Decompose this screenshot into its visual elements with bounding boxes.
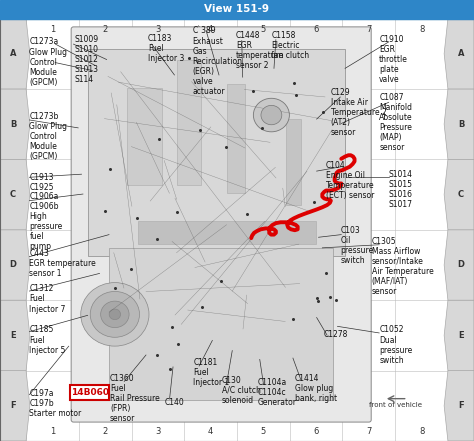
Bar: [109, 248, 333, 400]
Text: C1312
Fuel
Injector 7: C1312 Fuel Injector 7: [29, 284, 66, 314]
Circle shape: [109, 309, 120, 320]
Text: 2: 2: [102, 25, 108, 34]
Bar: [227, 84, 245, 193]
Text: C1910
EGR
throttle
plate
valve: C1910 EGR throttle plate valve: [379, 35, 408, 85]
Polygon shape: [444, 89, 474, 159]
Text: C: C: [10, 190, 16, 199]
Bar: [177, 60, 201, 185]
Text: 1: 1: [50, 427, 55, 436]
Text: A: A: [10, 49, 16, 58]
Text: 2: 2: [102, 427, 108, 436]
Text: C`389
Exhaust
Gas
Recirculation
(EGR)
valve
actuator: C`389 Exhaust Gas Recirculation (EGR) va…: [192, 26, 242, 96]
Polygon shape: [444, 300, 474, 370]
Text: C1414
Glow plug
bank, right: C1414 Glow plug bank, right: [295, 374, 337, 403]
Bar: [138, 220, 316, 244]
Bar: [26, 19, 448, 441]
Text: 6: 6: [313, 25, 319, 34]
Text: 7: 7: [366, 427, 372, 436]
Text: C197a
C197b
Starter motor: C197a C197b Starter motor: [29, 389, 82, 418]
Polygon shape: [444, 159, 474, 230]
Text: F: F: [10, 401, 16, 410]
Text: 4: 4: [208, 25, 213, 34]
Text: C1273a
Glow Plug
Control
Module
(GPCM): C1273a Glow Plug Control Module (GPCM): [29, 37, 67, 87]
Text: B: B: [458, 120, 464, 129]
Text: D: D: [9, 261, 17, 269]
Text: 7: 7: [366, 25, 372, 34]
Text: D: D: [457, 261, 465, 269]
Polygon shape: [0, 370, 30, 441]
Text: S1014
S1015
S1016
S1017: S1014 S1015 S1016 S1017: [389, 170, 413, 209]
Text: C1273b
Glow Plug
Control
Module
(GPCM): C1273b Glow Plug Control Module (GPCM): [29, 112, 67, 161]
Text: C1052
Dual
pressure
switch: C1052 Dual pressure switch: [379, 325, 412, 365]
Polygon shape: [0, 89, 30, 159]
Bar: [88, 49, 345, 256]
Text: A: A: [458, 49, 464, 58]
Bar: [0, 0, 474, 19]
Bar: [127, 88, 162, 185]
Polygon shape: [0, 159, 30, 230]
Polygon shape: [0, 230, 30, 300]
Text: 8: 8: [419, 25, 424, 34]
Text: C1087
Manifold
Absolute
Pressure
(MAP)
sensor: C1087 Manifold Absolute Pressure (MAP) s…: [379, 93, 413, 152]
Text: C1360
Fuel
Rail Pressure
(FPR)
sensor: C1360 Fuel Rail Pressure (FPR) sensor: [110, 374, 160, 423]
Text: C1278: C1278: [323, 330, 347, 339]
Text: C1104a
C1104c
Generator: C1104a C1104c Generator: [258, 378, 297, 407]
Circle shape: [100, 301, 129, 328]
Text: C1305
Mass Airflow
sensor/Intake
Air Temperature
(MAF/IAT)
sensor: C1305 Mass Airflow sensor/Intake Air Tem…: [372, 237, 433, 296]
FancyBboxPatch shape: [71, 27, 371, 422]
Polygon shape: [444, 19, 474, 89]
Text: C1183
Fuel
Injector 3: C1183 Fuel Injector 3: [148, 34, 184, 63]
Text: C1185
Fuel
Injector 5: C1185 Fuel Injector 5: [29, 325, 66, 355]
Text: 6: 6: [313, 427, 319, 436]
Text: 5: 5: [261, 25, 266, 34]
Text: 3: 3: [155, 427, 161, 436]
Text: 1: 1: [50, 25, 55, 34]
Text: B: B: [10, 120, 16, 129]
Text: 8: 8: [419, 427, 424, 436]
Text: 14B060: 14B060: [71, 388, 109, 397]
Text: C1906a
C1906b
High
pressure
fuel
pump: C1906a C1906b High pressure fuel pump: [29, 192, 63, 251]
Circle shape: [90, 292, 139, 337]
Text: C443
EGR temperature
sensor 1: C443 EGR temperature sensor 1: [29, 249, 96, 278]
Polygon shape: [0, 19, 30, 89]
Text: C129
Intake Air
Temperature 2
(AT2)
sensor: C129 Intake Air Temperature 2 (AT2) sens…: [331, 88, 387, 138]
Text: E: E: [10, 331, 16, 340]
Circle shape: [81, 283, 149, 346]
Circle shape: [254, 98, 290, 132]
Text: 3: 3: [155, 25, 161, 34]
Text: C1448
EGR
temperature
sensor 2: C1448 EGR temperature sensor 2: [236, 31, 284, 70]
Text: 4: 4: [208, 427, 213, 436]
Text: C130
A/C clutch
solenoid: C130 A/C clutch solenoid: [222, 376, 261, 405]
Text: S1009
S1010
S1012
S1013
S114: S1009 S1010 S1012 S1013 S114: [75, 35, 99, 85]
Text: C1913
C1925: C1913 C1925: [29, 173, 54, 192]
Polygon shape: [0, 300, 30, 370]
Text: View 151-9: View 151-9: [204, 4, 270, 14]
Text: C1181
Fuel
Injector 1: C1181 Fuel Injector 1: [193, 358, 229, 387]
Text: C140: C140: [165, 398, 185, 407]
Polygon shape: [444, 230, 474, 300]
Text: front of vehicle: front of vehicle: [369, 402, 422, 408]
Text: C104
Engine Oil
Temperature
(ECT) sensor: C104 Engine Oil Temperature (ECT) sensor: [326, 161, 375, 200]
Circle shape: [261, 105, 282, 125]
Text: C1158
Electric
fan clutch: C1158 Electric fan clutch: [271, 31, 309, 60]
Text: 5: 5: [261, 427, 266, 436]
Text: C: C: [458, 190, 464, 199]
Bar: [70, 385, 109, 400]
Text: E: E: [458, 331, 464, 340]
Text: F: F: [458, 401, 464, 410]
Polygon shape: [444, 370, 474, 441]
Bar: [286, 119, 301, 205]
Text: C103
Oil
pressure
switch: C103 Oil pressure switch: [340, 226, 374, 265]
